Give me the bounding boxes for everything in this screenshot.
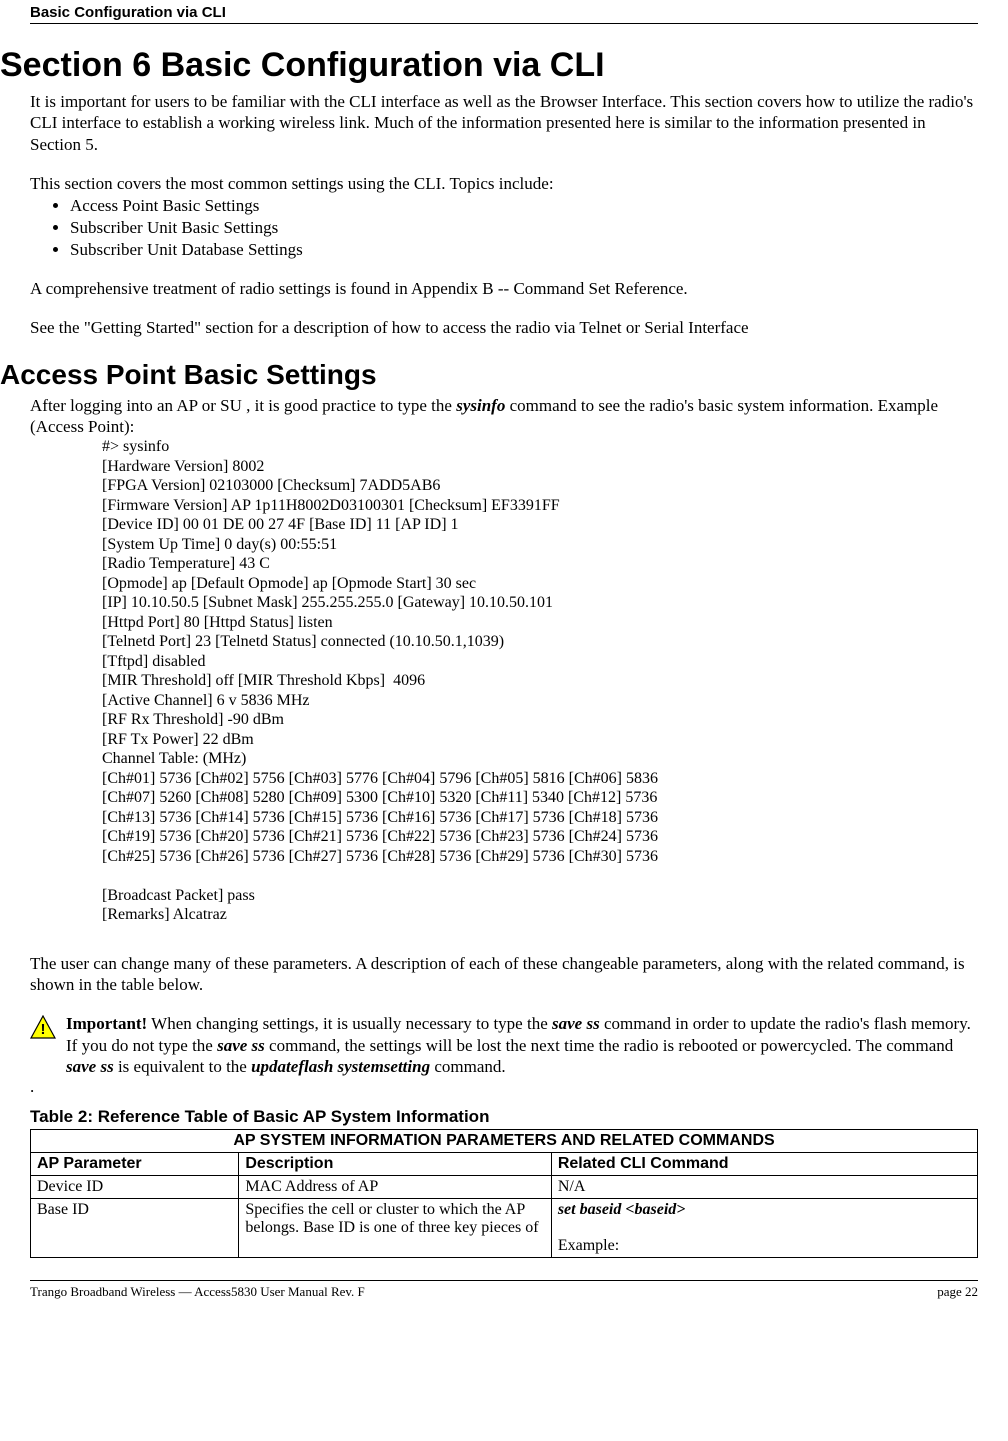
cell-param: Base ID xyxy=(31,1199,239,1258)
col-header: Description xyxy=(239,1153,552,1176)
cell-param: Device ID xyxy=(31,1176,239,1199)
sysinfo-cmd: sysinfo xyxy=(456,396,505,415)
list-item: Subscriber Unit Basic Settings xyxy=(70,218,978,238)
important-text: Important! When changing settings, it is… xyxy=(66,1013,978,1077)
cell-cmd: set baseid <baseid> Example: xyxy=(551,1199,977,1258)
table-caption: Table 2: Reference Table of Basic AP Sys… xyxy=(30,1107,978,1127)
footer-left: Trango Broadband Wireless — Access5830 U… xyxy=(30,1284,365,1300)
warning-icon: ! xyxy=(30,1015,56,1044)
important-label: Important! xyxy=(66,1014,147,1033)
running-header: Basic Configuration via CLI xyxy=(30,0,978,24)
after-output: The user can change many of these parame… xyxy=(30,953,978,996)
imp-mid3: is equivalent to the xyxy=(114,1057,251,1076)
cmd-bold: set baseid <baseid> xyxy=(558,1201,686,1218)
footer-right: page 22 xyxy=(937,1284,978,1300)
cell-cmd: N/A xyxy=(551,1176,977,1199)
col-header: AP Parameter xyxy=(31,1153,239,1176)
table-row: Device ID MAC Address of AP N/A xyxy=(31,1176,978,1199)
appendix-note: A comprehensive treatment of radio setti… xyxy=(30,278,978,299)
page-footer: Trango Broadband Wireless — Access5830 U… xyxy=(30,1280,978,1300)
ap-lead: After logging into an AP or SU , it is g… xyxy=(30,395,978,438)
section-title: Section 6 Basic Configuration via CLI xyxy=(0,46,978,85)
imp-end: command. xyxy=(430,1057,506,1076)
ap-lead-pre: After logging into an AP or SU , it is g… xyxy=(30,396,456,415)
stray-dot: . xyxy=(30,1077,978,1097)
cmd-rest: Example: xyxy=(558,1237,619,1254)
table-row: Base ID Specifies the cell or cluster to… xyxy=(31,1199,978,1258)
topics-list: Access Point Basic Settings Subscriber U… xyxy=(70,196,978,260)
col-header: Related CLI Command xyxy=(551,1153,977,1176)
getting-started-note: See the "Getting Started" section for a … xyxy=(30,317,978,338)
cell-desc: Specifies the cell or cluster to which t… xyxy=(239,1199,552,1258)
ap-table: AP SYSTEM INFORMATION PARAMETERS AND REL… xyxy=(30,1129,978,1258)
imp-pre: When changing settings, it is usually ne… xyxy=(147,1014,552,1033)
imp-mid2: command, the settings will be lost the n… xyxy=(265,1036,953,1055)
updateflash-cmd: updateflash systemsetting xyxy=(251,1057,430,1076)
intro-paragraph: It is important for users to be familiar… xyxy=(30,91,978,155)
cell-desc: MAC Address of AP xyxy=(239,1176,552,1199)
save-ss-cmd: save ss xyxy=(552,1014,600,1033)
topics-lead: This section covers the most common sett… xyxy=(30,173,978,194)
list-item: Subscriber Unit Database Settings xyxy=(70,240,978,260)
svg-text:!: ! xyxy=(41,1021,46,1038)
table-row: AP Parameter Description Related CLI Com… xyxy=(31,1153,978,1176)
save-ss-cmd: save ss xyxy=(217,1036,265,1055)
ap-settings-title: Access Point Basic Settings xyxy=(0,359,978,391)
table-row: AP SYSTEM INFORMATION PARAMETERS AND REL… xyxy=(31,1130,978,1153)
list-item: Access Point Basic Settings xyxy=(70,196,978,216)
sysinfo-output: #> sysinfo [Hardware Version] 8002 [FPGA… xyxy=(102,437,978,925)
page: Basic Configuration via CLI Section 6 Ba… xyxy=(0,0,1008,1320)
save-ss-cmd: save ss xyxy=(66,1057,114,1076)
table-main-header: AP SYSTEM INFORMATION PARAMETERS AND REL… xyxy=(31,1130,978,1153)
important-block: ! Important! When changing settings, it … xyxy=(30,1013,978,1077)
